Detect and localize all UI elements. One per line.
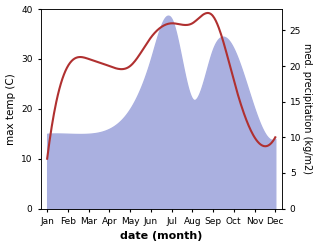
- Y-axis label: max temp (C): max temp (C): [5, 73, 16, 145]
- Y-axis label: med. precipitation (kg/m2): med. precipitation (kg/m2): [302, 43, 313, 174]
- X-axis label: date (month): date (month): [120, 231, 203, 242]
